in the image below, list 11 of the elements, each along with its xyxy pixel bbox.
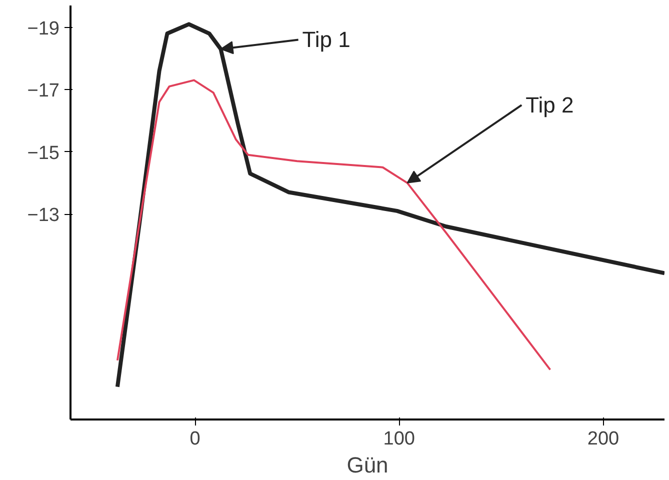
y-tick-label: −17 — [27, 80, 60, 102]
y-tick-label: −19 — [27, 18, 60, 40]
line-series — [115, 22, 664, 389]
x-tick-label: 100 — [383, 428, 415, 450]
x-axis-title: Gün — [346, 452, 388, 478]
x-tick-label: 0 — [190, 428, 200, 450]
annotation: Tip 2 — [526, 92, 574, 118]
y-tick-label: −13 — [27, 205, 60, 226]
x-tick-label: 200 — [587, 428, 620, 450]
annotation: Tip 1 — [302, 27, 350, 52]
y-tick-label: −15 — [27, 142, 60, 164]
